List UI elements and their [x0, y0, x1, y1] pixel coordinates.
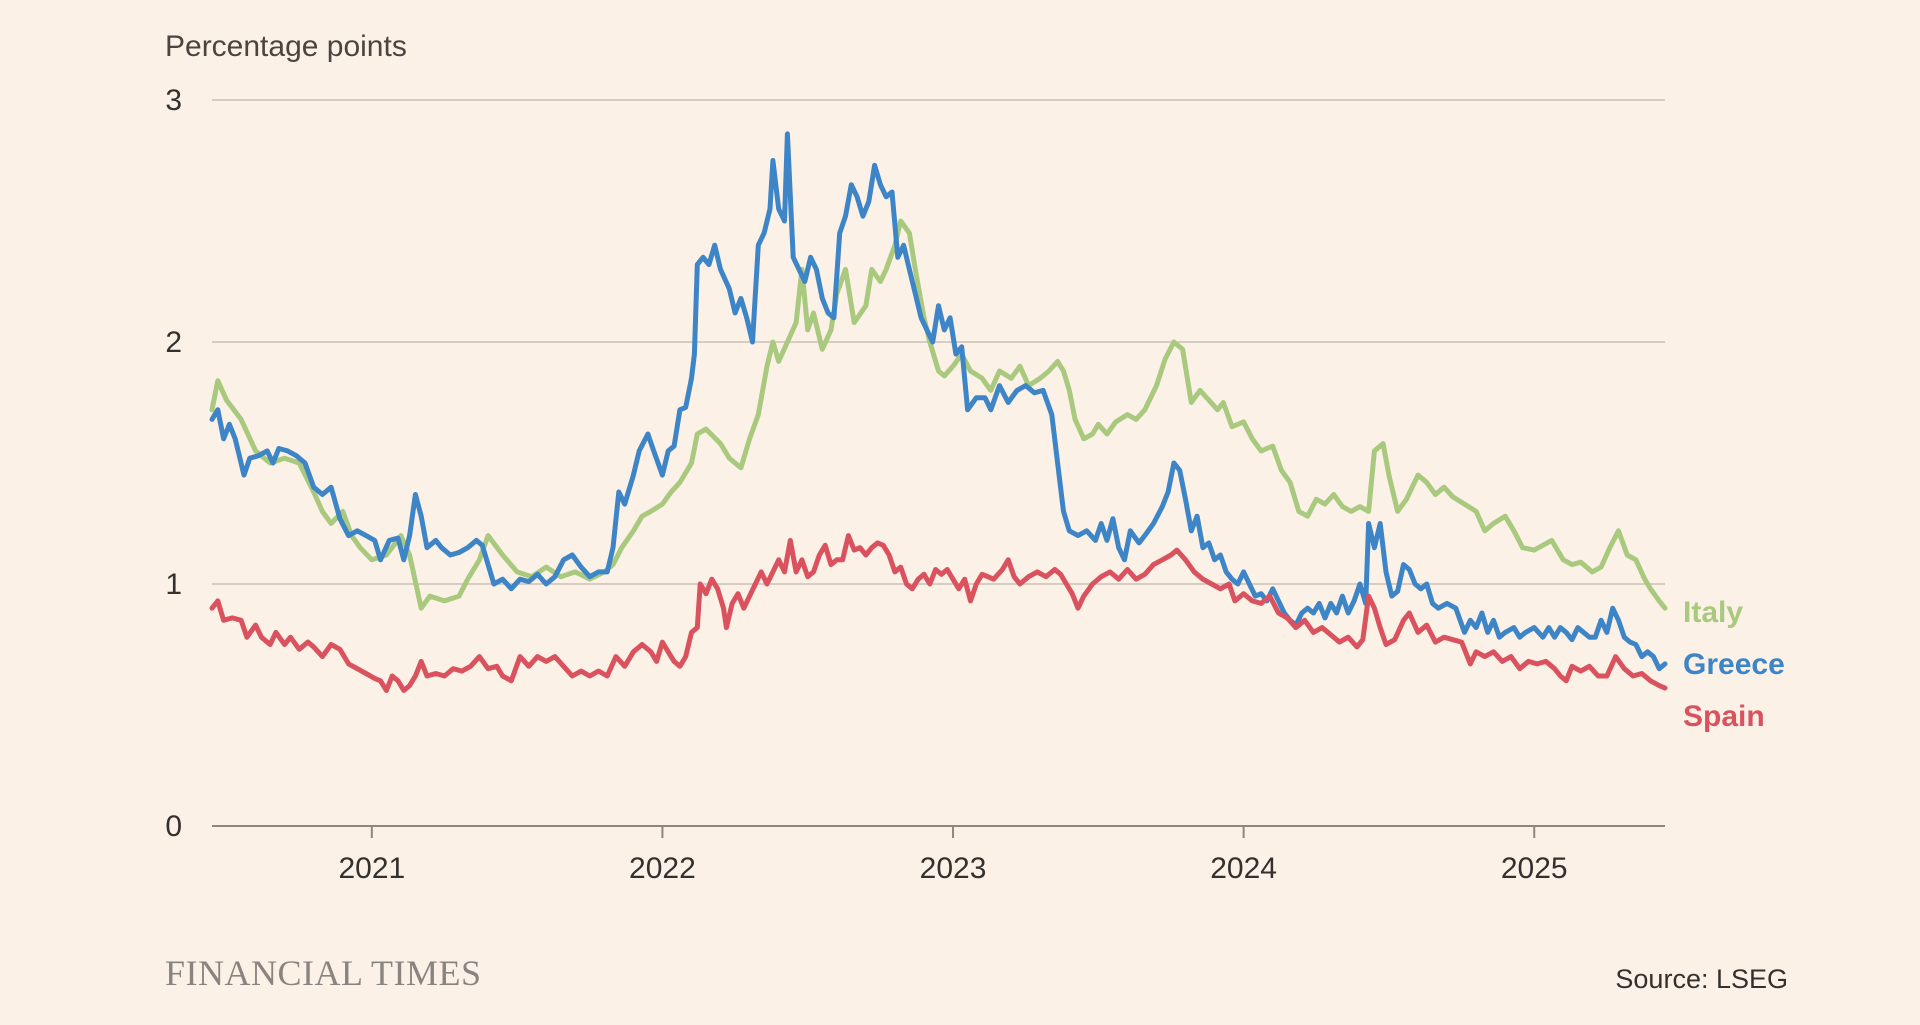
x-tick-label-0: 2021 [338, 852, 405, 885]
x-tick-label-3: 2024 [1210, 852, 1277, 885]
gridlines [212, 99, 1665, 827]
x-tick-label-4: 2025 [1501, 852, 1568, 885]
x-tick-label-2: 2023 [920, 852, 987, 885]
legend-label-spain: Spain [1683, 700, 1765, 733]
y-tick-label-2: 2 [165, 326, 182, 359]
x-tick-label-1: 2022 [629, 852, 696, 885]
series-line-greece [209, 131, 1668, 672]
y-tick-label-0: 0 [165, 810, 182, 843]
series-line-italy [209, 218, 1668, 611]
series-line-spain [209, 533, 1668, 693]
y-tick-label-3: 3 [165, 84, 182, 117]
x-tick-marks [370, 826, 1536, 838]
source-note: Source: LSEG [1615, 964, 1788, 994]
legend-label-italy: Italy [1683, 596, 1743, 629]
legend: Italy Greece Spain [1683, 596, 1785, 733]
series-lines [209, 131, 1668, 693]
x-tick-labels: 2021 2022 2023 2024 2025 [338, 852, 1567, 885]
y-axis-title: Percentage points [165, 30, 407, 63]
legend-label-greece: Greece [1683, 648, 1785, 681]
y-tick-label-1: 1 [165, 568, 182, 601]
brand-wordmark: FINANCIAL TIMES [165, 953, 482, 993]
y-tick-labels: 0 1 2 3 [165, 84, 182, 843]
